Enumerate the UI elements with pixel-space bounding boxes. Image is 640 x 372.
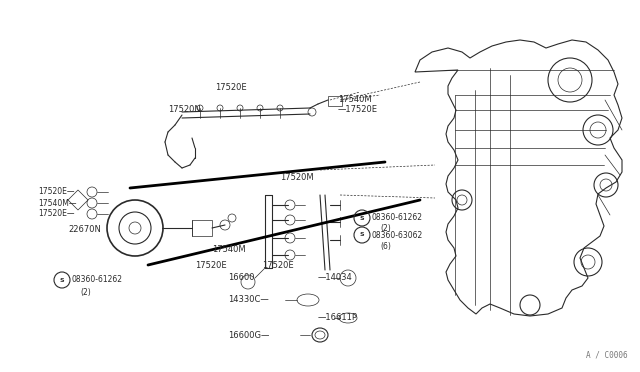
Text: 17520N: 17520N [168,106,201,115]
Text: 16600G—: 16600G— [228,330,269,340]
Text: S: S [60,278,64,282]
Text: S: S [360,232,364,237]
Text: 14330C—: 14330C— [228,295,269,305]
Text: 16600: 16600 [228,273,255,282]
Text: (2): (2) [80,288,91,296]
Bar [328,96,342,106]
Text: 17540M—: 17540M— [38,199,77,208]
Text: 17520E: 17520E [195,260,227,269]
Text: (6): (6) [380,243,391,251]
Text: 17520M: 17520M [280,173,314,183]
Bar [192,220,212,236]
Text: A / C0006: A / C0006 [586,351,628,360]
Text: (2): (2) [380,224,391,232]
Text: 17520E—: 17520E— [38,187,74,196]
Text: 08360-61262: 08360-61262 [372,214,423,222]
Text: 17520E: 17520E [215,83,246,93]
Text: 08360-63062: 08360-63062 [372,231,423,240]
Text: S: S [360,215,364,221]
Text: 17520E—: 17520E— [38,209,74,218]
Text: —17520E: —17520E [338,106,378,115]
Text: 17540M: 17540M [212,246,246,254]
Text: —14034: —14034 [318,273,353,282]
Text: 17520E: 17520E [262,260,294,269]
Text: —16611P: —16611P [318,314,358,323]
Text: 22670N: 22670N [68,225,101,234]
Text: 17540M: 17540M [338,96,372,105]
Text: 08360-61262: 08360-61262 [72,276,123,285]
